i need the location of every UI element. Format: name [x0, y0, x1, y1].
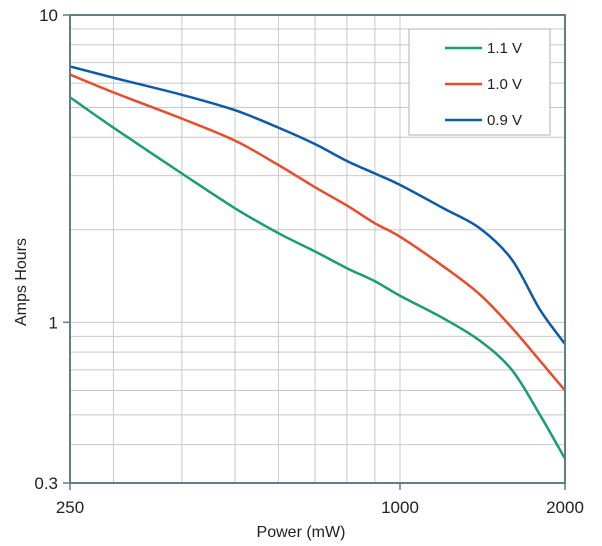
legend-label-1-0v: 1.0 V [487, 76, 522, 93]
tick-layer: 10 1 0.3 250 1000 2000 [34, 6, 584, 517]
series-line-1 [69, 73, 566, 392]
y-axis-title: Amps Hours [13, 238, 30, 326]
legend: 1.1 V 1.0 V 0.9 V [408, 28, 551, 136]
legend-label-1-1v: 1.1 V [487, 40, 522, 57]
x-tick-label: 1000 [381, 498, 419, 517]
plot-frame [69, 14, 566, 484]
y-tick-label: 1 [49, 313, 58, 332]
x-tick-label: 2000 [546, 498, 584, 517]
y-tick-label: 10 [39, 6, 58, 25]
legend-box [408, 28, 551, 136]
x-axis-title: Power (mW) [257, 524, 346, 541]
y-tick-label: 0.3 [34, 474, 58, 493]
x-tick-label: 250 [56, 498, 84, 517]
series-layer [69, 65, 567, 460]
legend-label-0-9v: 0.9 V [487, 112, 522, 129]
series-line-0 [69, 96, 567, 460]
series-line-2 [69, 65, 567, 345]
